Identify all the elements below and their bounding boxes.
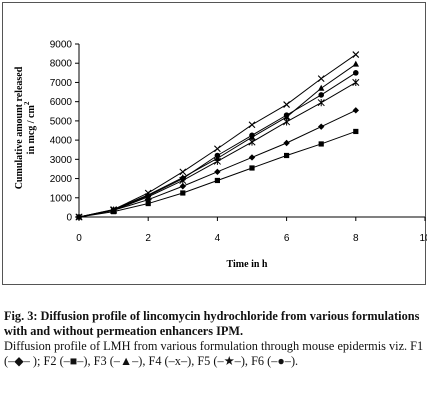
data-point-diamond bbox=[179, 183, 186, 190]
y-axis-title-superscript: 2 bbox=[23, 101, 31, 105]
data-point-star bbox=[317, 99, 325, 107]
series-triangle bbox=[75, 60, 359, 220]
axes bbox=[75, 43, 426, 221]
svg-text:in mcg / cm2: in mcg / cm2 bbox=[23, 101, 37, 154]
diffusion-line-chart: 0 1000 2000 3000 4000 5000 6000 7000 8000 9000 0 2 4… bbox=[14, 40, 427, 271]
data-point-square bbox=[284, 152, 290, 159]
series-circle bbox=[76, 70, 359, 220]
data-point-circle bbox=[249, 132, 255, 139]
data-point-circle bbox=[76, 214, 82, 220]
data-point-square bbox=[318, 141, 324, 147]
series-line-triangle bbox=[78, 63, 357, 218]
data-point-x bbox=[283, 101, 290, 108]
data-point-star bbox=[352, 78, 360, 87]
x-tick-label: 4 bbox=[215, 233, 221, 244]
data-point-diamond bbox=[214, 168, 221, 176]
y-tick-label: 6000 bbox=[50, 97, 73, 108]
y-tick-label: 9000 bbox=[50, 40, 73, 51]
y-tick-label: 4000 bbox=[50, 136, 73, 147]
y-tick-label: 1000 bbox=[50, 193, 73, 204]
y-tick-label: 7000 bbox=[50, 78, 73, 89]
data-point-square bbox=[214, 177, 220, 184]
data-point-star bbox=[213, 157, 221, 165]
x-tick-label: 2 bbox=[145, 233, 151, 244]
y-tick-label: 2000 bbox=[50, 174, 73, 185]
tick-labels: 0 1000 2000 3000 4000 5000 6000 7000 8000 9000 0 2 4… bbox=[50, 40, 427, 245]
data-point-diamond bbox=[318, 123, 325, 130]
series-line-star bbox=[78, 82, 357, 218]
x-axis-title: Time in h bbox=[227, 259, 268, 270]
caption-title: Fig. 3: Diffusion profile of lincomycin … bbox=[4, 309, 420, 338]
data-point-x bbox=[248, 121, 256, 129]
data-point-square bbox=[353, 128, 359, 135]
svg-text:Cumulative amount released: Cumulative amount released bbox=[14, 66, 25, 189]
x-tick-label: 8 bbox=[353, 233, 359, 244]
data-point-triangle bbox=[318, 84, 325, 91]
data-point-circle bbox=[318, 92, 325, 98]
data-point-circle bbox=[283, 112, 290, 118]
caption-description: Diffusion profile of LMH from various fo… bbox=[4, 339, 424, 368]
y-axis-title-line2: in mcg / cm bbox=[26, 105, 37, 155]
data-point-circle bbox=[110, 207, 117, 213]
series-line-x bbox=[78, 54, 357, 218]
data-point-circle bbox=[145, 193, 151, 199]
data-point-square bbox=[145, 200, 151, 207]
y-axis-title: Cumulative amount released in mcg / cm2 bbox=[14, 66, 37, 189]
data-point-triangle bbox=[352, 60, 359, 67]
data-point-circle bbox=[180, 175, 186, 182]
data-point-diamond bbox=[352, 107, 359, 114]
data-point-square bbox=[249, 165, 255, 171]
y-tick-label: 3000 bbox=[50, 155, 73, 166]
y-tick-label: 8000 bbox=[50, 59, 73, 70]
data-point-diamond bbox=[248, 154, 256, 161]
y-axis-title-line1: Cumulative amount released bbox=[14, 66, 25, 189]
x-tick-label: 0 bbox=[76, 233, 82, 244]
data-point-x bbox=[317, 75, 325, 82]
data-point-x bbox=[179, 168, 187, 176]
series-group bbox=[75, 51, 360, 221]
y-tick-label: 0 bbox=[66, 213, 72, 224]
data-point-star bbox=[283, 118, 291, 126]
data-point-diamond bbox=[283, 139, 290, 147]
series-x bbox=[75, 51, 360, 221]
data-point-x bbox=[214, 145, 221, 153]
chart-frame: 0 1000 2000 3000 4000 5000 6000 7000 8000 9000 0 2 4… bbox=[2, 2, 427, 285]
data-point-circle bbox=[214, 152, 221, 159]
x-tick-label: 10 bbox=[419, 233, 427, 244]
figure-caption: Fig. 3: Diffusion profile of lincomycin … bbox=[4, 309, 428, 369]
series-star bbox=[75, 78, 360, 221]
x-tick-label: 6 bbox=[284, 233, 290, 244]
data-point-square bbox=[180, 190, 186, 196]
data-point-x bbox=[352, 51, 360, 58]
data-point-circle bbox=[353, 70, 359, 76]
y-tick-label: 5000 bbox=[50, 116, 73, 127]
data-point-star bbox=[248, 138, 256, 146]
